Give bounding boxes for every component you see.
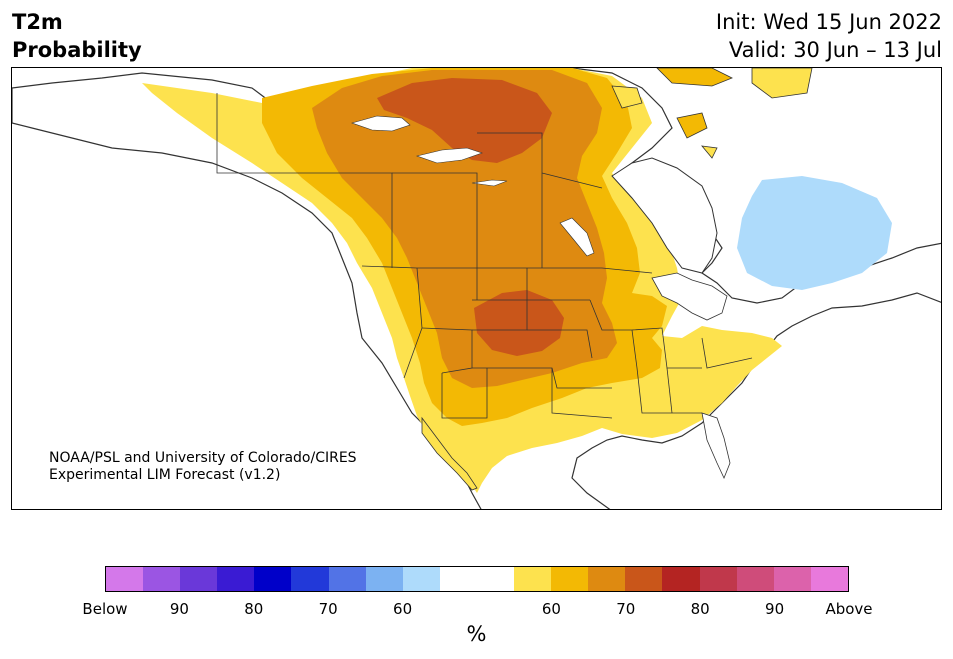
- colorbar-segment: [106, 567, 144, 591]
- colorbar-tick-label: Below: [82, 600, 128, 618]
- colorbar-tick-label: 80: [690, 600, 710, 618]
- colorbar-segment: [588, 567, 626, 591]
- title-line-2: Probability: [12, 38, 142, 62]
- credit-line-2: Experimental LIM Forecast (v1.2): [49, 467, 281, 483]
- baja-peninsula: [421, 416, 478, 491]
- above-70-region-central: [474, 290, 564, 356]
- colorbar-tick-label: 60: [541, 600, 561, 618]
- above-70-region-north: [377, 78, 552, 163]
- colorbar-segment: [773, 567, 811, 591]
- colorbar-segment: [439, 567, 477, 591]
- colorbar-segment: [514, 567, 552, 591]
- colorbar-tick-label: 90: [765, 600, 785, 618]
- colorbar-segment: [254, 567, 292, 591]
- colorbar-segment: [551, 567, 589, 591]
- colorbar-segment: [365, 567, 403, 591]
- title-line-1: T2m: [12, 10, 63, 34]
- great-slave-lake: [415, 147, 483, 164]
- arctic-islands: [656, 68, 733, 139]
- arctic-islands-yellow: [611, 68, 813, 159]
- lake-athabasca: [471, 179, 508, 187]
- colorbar-segment: [402, 567, 440, 591]
- lake-winnipeg: [559, 217, 595, 257]
- colorbar-segment: [143, 567, 181, 591]
- colorbar-tick-label: 70: [318, 600, 338, 618]
- colorbar-segment: [291, 567, 329, 591]
- valid-date: Valid: 30 Jun – 13 Jul: [728, 38, 942, 62]
- colorbar-segment: [662, 567, 700, 591]
- colorbar-segment: [328, 567, 366, 591]
- political-borders: [216, 93, 753, 419]
- map-panel: [11, 67, 942, 510]
- great-lakes: [651, 272, 728, 321]
- great-bear-lake: [351, 115, 411, 132]
- credit-line-1: NOAA/PSL and University of Colorado/CIRE…: [49, 450, 357, 466]
- colorbar-tick-label: 70: [616, 600, 636, 618]
- colorbar-segment: [810, 567, 848, 591]
- colorbar: [105, 566, 849, 592]
- colorbar-unit: %: [466, 622, 487, 646]
- colorbar-tick-label: 90: [169, 600, 189, 618]
- colorbar-segment: [736, 567, 774, 591]
- colorbar-segment: [217, 567, 255, 591]
- colorbar-ticks: Below 90 80 70 60 60 70 80 90 Above: [0, 600, 953, 620]
- credit-text: NOAA/PSL and University of Colorado/CIRE…: [49, 450, 357, 484]
- florida: [701, 412, 731, 480]
- map-title: T2m Probability: [12, 8, 142, 64]
- colorbar-tick-label: 60: [393, 600, 413, 618]
- hudson-bay: [611, 157, 718, 274]
- colorbar-tick-label: Above: [825, 600, 873, 618]
- colorbar-segment: [476, 567, 515, 591]
- colorbar-segment: [625, 567, 663, 591]
- below-55-region: [737, 176, 892, 290]
- colorbar-tick-label: 80: [244, 600, 264, 618]
- init-date: Init: Wed 15 Jun 2022: [715, 10, 942, 34]
- colorbar-segment: [180, 567, 218, 591]
- forecast-dates: Init: Wed 15 Jun 2022 Valid: 30 Jun – 13…: [716, 8, 942, 64]
- probability-map: [12, 68, 941, 509]
- colorbar-segment: [699, 567, 737, 591]
